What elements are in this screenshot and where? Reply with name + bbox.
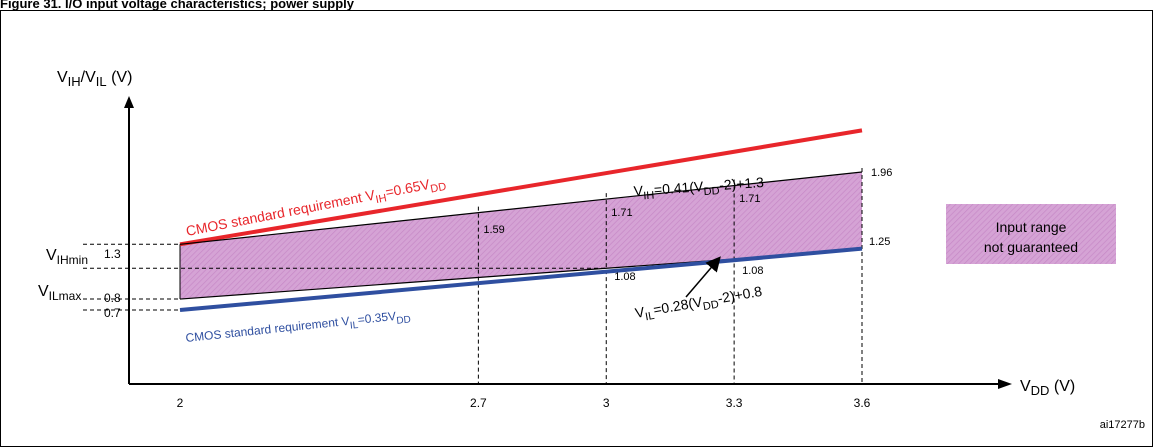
data-label-4: 1.08 — [742, 265, 763, 277]
x-axis-arrow — [998, 379, 1012, 389]
figure-caption: Figure 31. I/O input voltage characteris… — [0, 0, 354, 11]
data-label-2: 1.08 — [614, 271, 635, 283]
y-axis-arrow — [124, 96, 134, 108]
data-label-0: 1.59 — [483, 224, 504, 236]
x-tick-label-2-7: 2.7 — [470, 396, 487, 410]
guides-layer — [83, 179, 735, 384]
y-tick-name-vilmax: VILmax — [38, 283, 81, 303]
x-tick-label-3-3: 3.3 — [726, 396, 743, 410]
y-tick-name-vihmin: VIHmin — [46, 247, 88, 267]
series-line-1 — [179, 171, 863, 245]
x-tick-label-2: 2 — [177, 396, 184, 410]
y-tick-label-0-8: 0.8 — [104, 291, 121, 305]
legend-label-line2: not guaranteed — [984, 239, 1078, 255]
vil-pointer-arrow — [685, 256, 721, 298]
y-tick-label-1-3: 1.3 — [104, 247, 121, 261]
data-label-3: 1.71 — [739, 193, 760, 205]
figure-border — [0, 10, 1153, 447]
x-tick-label-3: 3 — [603, 396, 610, 410]
data-label-1: 1.71 — [611, 207, 632, 219]
vil-formula-label: VIL=0.28(VDD-2)+0.8 — [634, 283, 764, 325]
x-axis-label: VDD (V) — [1020, 378, 1075, 398]
data-labels: 1.59 1.71 1.08 1.71 1.08 1.96 1.25 — [483, 167, 892, 283]
legend-swatch — [946, 204, 1116, 264]
data-label-5: 1.96 — [871, 167, 892, 179]
data-label-6: 1.25 — [869, 236, 890, 248]
x-tick-labels: 2 2.7 3 3.3 3.6 — [177, 396, 871, 410]
series-layer — [179, 128, 863, 312]
figure-id: ai17277b — [1100, 419, 1145, 431]
y-tick-label-0-7: 0.7 — [104, 306, 121, 320]
series-line-0 — [179, 128, 863, 247]
input-range-band — [180, 172, 862, 300]
y-axis-label: VIH/VIL (V) — [57, 69, 132, 89]
cmos-vil-label: CMOS standard requirement VIL=0.35VDD — [185, 307, 412, 349]
series-line-3 — [179, 246, 863, 312]
vih-formula-label: VIH=0.41(VDD-2)+1.3 — [633, 174, 765, 203]
legend-label-line1: Input range — [996, 219, 1067, 235]
x-tick-label-3-6: 3.6 — [854, 396, 871, 410]
band-layer — [179, 168, 863, 384]
